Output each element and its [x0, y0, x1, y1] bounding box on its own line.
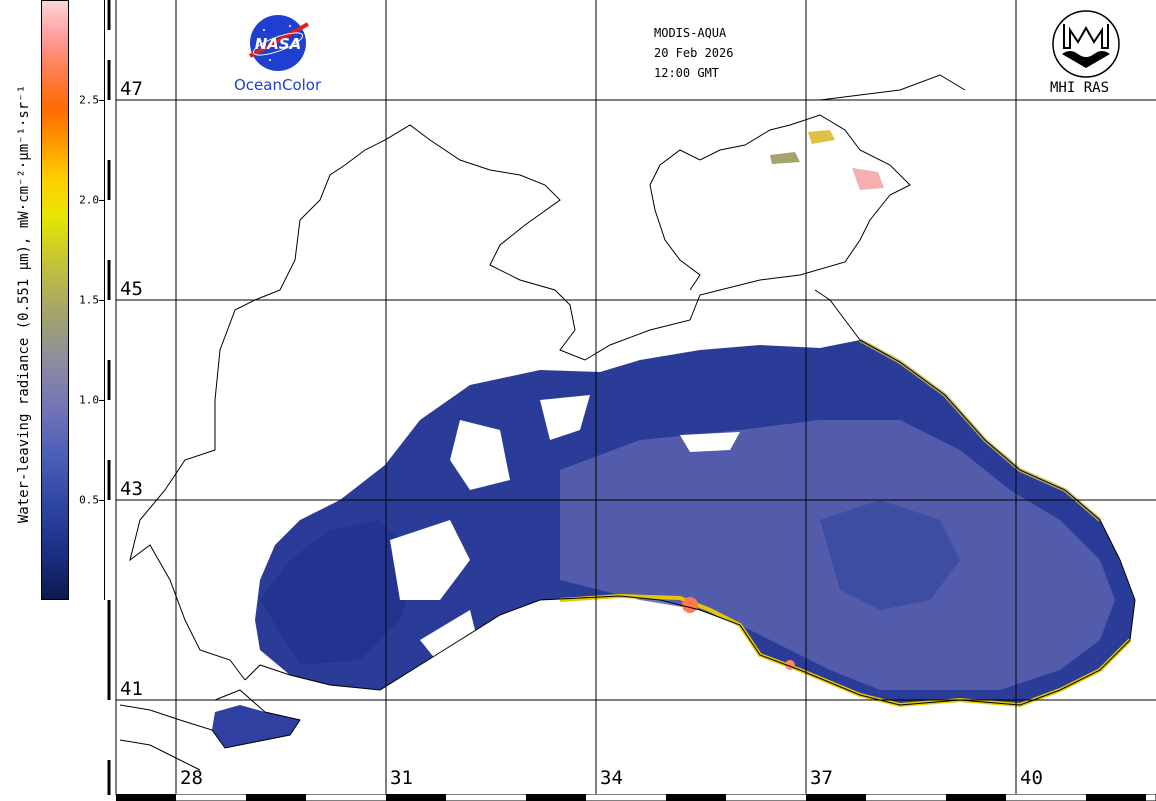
colorbar-tickmark	[99, 100, 104, 101]
oceancolor-caption: OceanColor	[234, 76, 322, 94]
cloud-gap-1	[540, 395, 590, 440]
colorbar-tickmark	[99, 400, 104, 401]
cloud-gap-5	[420, 610, 480, 665]
acquisition-date: 20 Feb 2026	[654, 46, 734, 60]
colorbar-tick: 0.5	[79, 493, 99, 507]
colorbar-label: Water-leaving radiance (0.551 µm), mW·cm…	[16, 84, 32, 524]
coastline	[119, 74, 1136, 771]
black-sea-center-swirl	[820, 500, 960, 610]
nasa-logo-icon: NASA	[249, 15, 309, 71]
black-sea-west-deep	[260, 520, 420, 665]
lon-label: 28	[180, 767, 203, 789]
colorbar-tickmark	[99, 200, 104, 201]
cloud-gap-3	[680, 432, 740, 452]
sensor-name: MODIS-AQUA	[654, 26, 727, 40]
lat-label: 43	[120, 478, 143, 500]
cloud-gap-2	[450, 420, 510, 490]
svg-text:NASA: NASA	[255, 35, 302, 53]
lat-label: 41	[120, 678, 143, 700]
lat-label: 45	[120, 278, 143, 300]
acquisition-info: MODIS-AQUA 20 Feb 2026 12:00 GMT	[654, 23, 733, 83]
lon-label: 31	[390, 767, 413, 789]
acquisition-time: 12:00 GMT	[654, 66, 720, 80]
colorbar-tick: 1.0	[79, 393, 99, 407]
mhi-logo-icon	[1052, 10, 1120, 78]
mhi-caption: MHI RAS	[1050, 80, 1110, 96]
lon-label: 40	[1020, 767, 1043, 789]
azov-sea-patch-2	[808, 130, 835, 144]
scale-bar	[116, 794, 1156, 801]
graticule	[115, 0, 1156, 795]
cloud-gap-4	[390, 520, 470, 600]
colorbar-tickmark	[99, 300, 104, 301]
colorbar-tick: 2.0	[79, 193, 99, 207]
lat-label: 47	[120, 78, 143, 100]
sinop-high-spot	[682, 597, 698, 613]
colorbar-axis: 2.5 2.0 1.5 1.0 0.5	[69, 0, 105, 600]
azov-sea-patch-1	[770, 152, 800, 164]
colorbar-tickmark	[99, 500, 104, 501]
lon-label: 34	[600, 767, 623, 789]
colorbar	[41, 0, 69, 600]
lon-label: 37	[810, 767, 833, 789]
colorbar-tick: 2.5	[79, 93, 99, 107]
colorbar-tick: 1.5	[79, 293, 99, 307]
azov-sea-patch-3	[852, 168, 884, 190]
